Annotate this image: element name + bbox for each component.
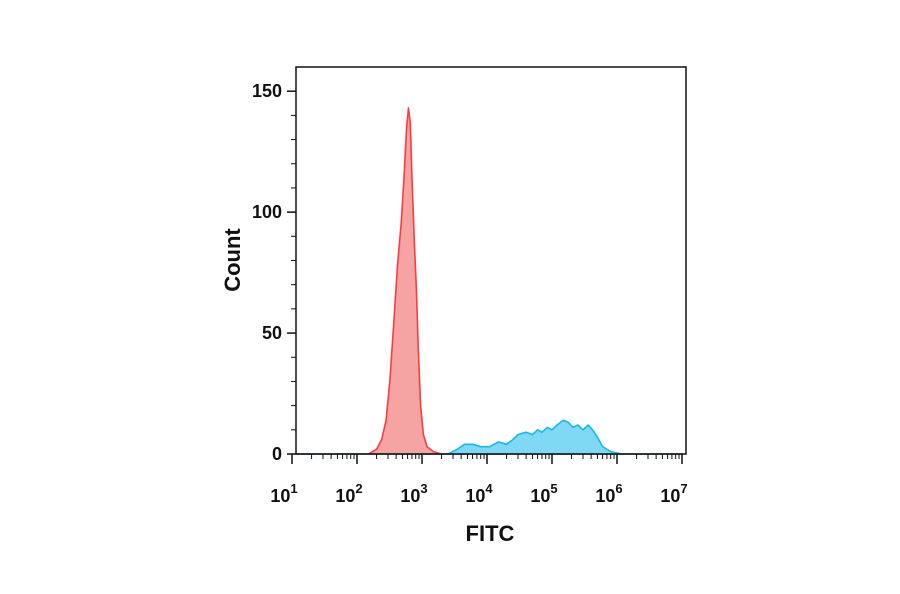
x-tick-label: 102 bbox=[335, 481, 362, 506]
x-tick-label: 105 bbox=[530, 481, 557, 506]
x-tick-label: 101 bbox=[270, 481, 297, 506]
histogram-series-2 bbox=[295, 419, 683, 455]
y-axis: 0 50 100 150 bbox=[252, 81, 296, 464]
y-tick-label: 100 bbox=[252, 202, 282, 222]
y-tick-label: 50 bbox=[262, 323, 282, 343]
y-axis-title: Count bbox=[220, 228, 245, 292]
x-tick-label: 103 bbox=[400, 481, 427, 506]
y-tick-label: 0 bbox=[272, 444, 282, 464]
plot-frame bbox=[295, 66, 687, 455]
y-tick-label: 150 bbox=[252, 81, 282, 101]
x-tick-label: 106 bbox=[595, 481, 622, 506]
x-axis: 101 102 103 104 105 106 107 bbox=[270, 454, 688, 506]
x-tick-label: 107 bbox=[660, 481, 687, 506]
x-tick-label: 104 bbox=[465, 481, 493, 506]
series-layer bbox=[295, 107, 683, 455]
histogram-series-1 bbox=[295, 107, 683, 455]
x-axis-title: FITC bbox=[466, 521, 515, 546]
